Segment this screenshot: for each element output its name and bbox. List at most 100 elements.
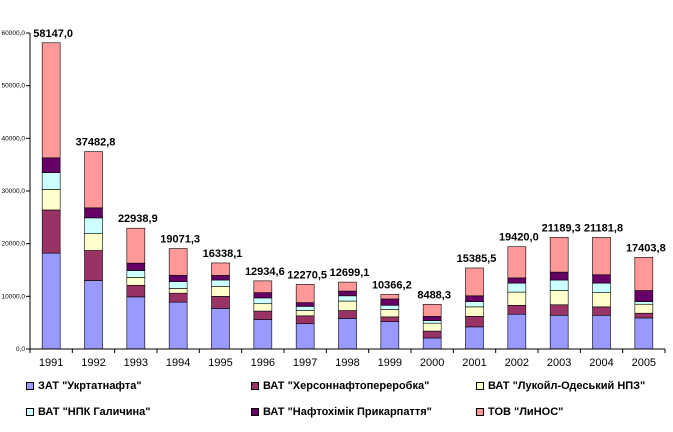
total-data-label: 10366,2 — [372, 279, 412, 291]
bar-segment — [168, 248, 188, 276]
legend-item: ТОВ "ЛиНОС" — [476, 406, 563, 418]
bar-segment — [253, 303, 273, 312]
total-data-label: 15385,5 — [457, 253, 497, 265]
x-tick-label: 1999 — [378, 357, 402, 369]
bar-segment — [126, 270, 146, 278]
bar-segment — [126, 262, 146, 271]
total-data-label: 19071,3 — [160, 234, 200, 246]
bar-segment — [634, 257, 654, 291]
total-data-label: 37482,8 — [76, 137, 116, 149]
bar-segment — [549, 290, 569, 306]
bar-segment — [126, 284, 146, 298]
bar-segment — [84, 280, 103, 350]
bar-segment — [507, 304, 527, 315]
bar-segment — [168, 292, 188, 303]
bar-segment — [295, 302, 315, 307]
bar-segment — [126, 296, 146, 350]
bar-segment — [422, 337, 442, 350]
legend-item: ЗАТ "Укртатнафта" — [26, 380, 142, 392]
bar-segment — [253, 297, 273, 305]
x-tick-label: 2000 — [420, 357, 444, 369]
bar-segment — [168, 288, 188, 294]
x-tick-label: 1996 — [251, 357, 275, 369]
x-tick-label: 1997 — [293, 357, 317, 369]
total-data-label: 8488,3 — [417, 289, 451, 301]
legend-swatch — [251, 408, 259, 416]
bar-segment — [84, 250, 103, 281]
y-tick-label: 10000,0 — [2, 293, 26, 300]
bar-segment — [338, 281, 357, 292]
bar-segment — [592, 292, 611, 308]
total-data-label: 22938,9 — [118, 213, 158, 225]
x-tick-label: 1995 — [208, 357, 232, 369]
legend-item: ВАТ "Лукойл-Одеський НПЗ" — [476, 380, 645, 392]
bar-segment — [592, 306, 611, 316]
bar-segment — [507, 313, 527, 350]
bar-segment — [592, 274, 611, 284]
total-data-label: 12270,5 — [287, 269, 327, 281]
bar-segment — [295, 323, 315, 350]
bar-segment — [507, 282, 527, 293]
x-tick-label: 2005 — [632, 357, 656, 369]
bar-segment — [211, 279, 230, 287]
x-tick-label: 1991 — [39, 357, 63, 369]
bar-segment — [338, 310, 357, 319]
bar-segment — [422, 320, 442, 324]
bar-segment — [549, 304, 569, 316]
bar-segment — [634, 303, 654, 314]
bar-segment — [380, 309, 400, 318]
bar-segment — [168, 274, 188, 282]
bar-segment — [253, 292, 273, 299]
legend-label: ЗАТ "Укртатнафта" — [38, 380, 142, 392]
legend-item: ВАТ "Нафтохімік Прикарпаття" — [251, 406, 432, 418]
bar-segment — [253, 310, 273, 320]
bar-segment — [84, 151, 103, 209]
bar-segment — [549, 279, 569, 291]
bar-segment — [126, 277, 146, 286]
bar-segment — [380, 321, 400, 350]
bar-segment — [41, 157, 61, 173]
bar-segment — [295, 310, 315, 317]
bar-segment — [549, 237, 569, 273]
bar-segment — [634, 290, 654, 302]
bar-segment — [168, 301, 188, 350]
bar-segment — [41, 172, 61, 190]
x-tick-label: 1993 — [124, 357, 148, 369]
legend-swatch — [26, 408, 34, 416]
y-tick-label: 20000,0 — [2, 241, 26, 248]
bar-segment — [465, 301, 484, 308]
y-tick-label: 40000,0 — [2, 135, 26, 142]
bar-segment — [634, 317, 654, 350]
x-tick-label: 1998 — [335, 357, 359, 369]
bar-segment — [380, 316, 400, 322]
bar-segment — [211, 274, 230, 281]
total-data-label: 19420,0 — [499, 232, 539, 244]
legend-label: ВАТ "Херсоннафтопереробка" — [263, 380, 430, 392]
bar-segment — [465, 306, 484, 317]
total-data-label: 58147,0 — [33, 28, 73, 40]
bar-segment — [41, 252, 61, 350]
legend-label: ТОВ "ЛиНОС" — [488, 406, 564, 418]
bar-segment — [41, 189, 61, 211]
bar-segment — [507, 246, 527, 279]
bar-segment — [380, 298, 400, 306]
legend-swatch — [476, 408, 484, 416]
bar-segment — [295, 306, 315, 311]
bar-segment — [422, 322, 442, 332]
bar-segment — [84, 217, 103, 234]
bar-segment — [380, 304, 400, 310]
bar-segment — [592, 314, 611, 350]
legend-item: ВАТ "Херсоннафтопереробка" — [251, 380, 429, 392]
x-tick-label: 1994 — [166, 357, 190, 369]
bar-segment — [41, 209, 61, 254]
bar-segment — [253, 319, 273, 350]
bar-segment — [211, 286, 230, 297]
total-data-label: 17403,8 — [626, 242, 666, 254]
bar-segment — [465, 295, 484, 302]
bar-segment — [84, 207, 103, 219]
bar-segment — [211, 308, 230, 350]
legend-label: ВАТ "Лукойл-Одеський НПЗ" — [488, 380, 646, 392]
legend-swatch — [476, 382, 484, 390]
bar-segment — [84, 233, 103, 251]
